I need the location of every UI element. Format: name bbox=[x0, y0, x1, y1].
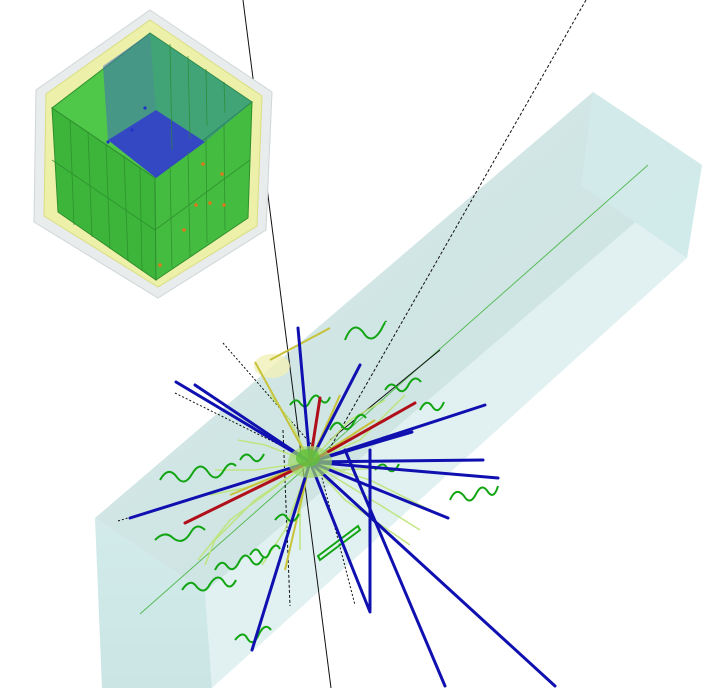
gamma-spiral bbox=[344, 320, 387, 341]
gamma-spiral bbox=[384, 377, 422, 393]
gamma-spiral bbox=[159, 462, 237, 483]
cube-blue-cavity-floor bbox=[108, 110, 205, 178]
charged-tracks bbox=[128, 326, 557, 688]
gamma-tracks bbox=[154, 320, 499, 644]
gamma-spiral bbox=[329, 413, 367, 431]
world-box-front-face bbox=[95, 518, 212, 688]
gamma-spiral bbox=[214, 554, 264, 571]
gamma-spiral bbox=[181, 576, 237, 592]
world-volume-box bbox=[95, 92, 702, 688]
cube-blue-cavity-wall-2 bbox=[150, 33, 252, 142]
vertex-glow bbox=[254, 354, 290, 378]
gamma-spiral bbox=[289, 394, 331, 408]
world-box-top-face bbox=[95, 92, 702, 592]
gamma-spiral bbox=[316, 524, 362, 562]
gamma-spiral bbox=[449, 485, 499, 502]
cube-blue-cavity-wall bbox=[103, 33, 156, 140]
cube-right-face bbox=[154, 100, 253, 281]
cube-hit-markers bbox=[106, 106, 226, 267]
interaction-vertex bbox=[288, 446, 332, 478]
beam-axis-line bbox=[139, 164, 649, 615]
detector-cube bbox=[33, 9, 273, 299]
gamma-spiral bbox=[154, 525, 206, 542]
gamma-spiral bbox=[249, 544, 281, 559]
gamma-spiral bbox=[274, 513, 300, 523]
world-box-long-face bbox=[205, 165, 702, 688]
cube-layer-lines bbox=[51, 43, 251, 272]
gamma-spiral bbox=[239, 453, 265, 463]
gamma-spiral bbox=[419, 401, 445, 412]
